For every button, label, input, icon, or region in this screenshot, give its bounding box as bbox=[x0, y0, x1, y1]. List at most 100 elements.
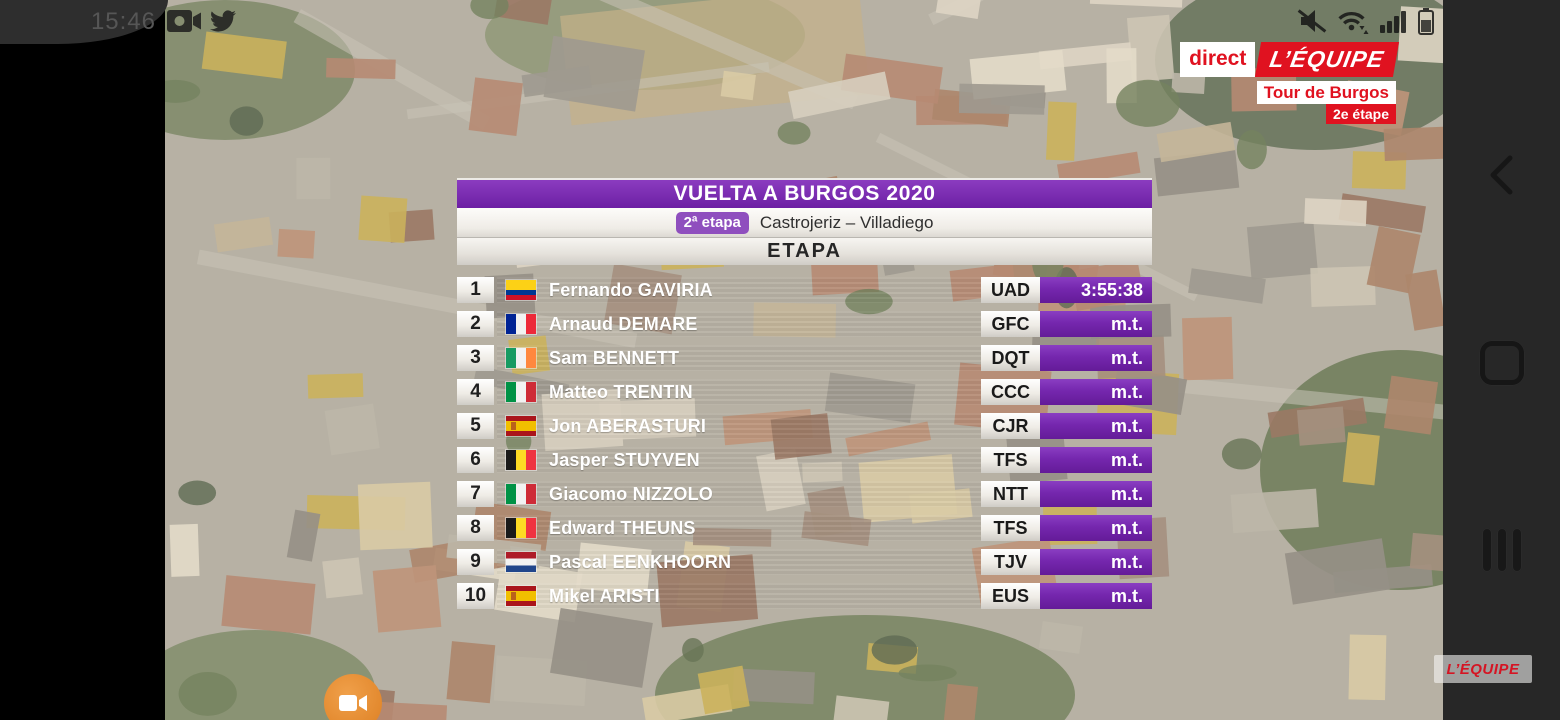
result-row: 3 Sam BENNETT DQT m.t. bbox=[457, 345, 1152, 371]
rank-cell: 4 bbox=[457, 379, 494, 405]
time-cell: m.t. bbox=[1040, 311, 1152, 337]
rank-cell: 10 bbox=[457, 583, 494, 609]
italy-flag-icon bbox=[506, 484, 536, 504]
result-row: 2 Arnaud DEMARE GFC m.t. bbox=[457, 311, 1152, 337]
rank-cell: 8 bbox=[457, 515, 494, 541]
rider-name: Mikel ARISTI bbox=[549, 585, 660, 606]
results-rows: 1 Fernando GAVIRIA UAD 3:55:38 2 Arnaud DEMAR… bbox=[457, 277, 1152, 609]
team-code: TFS bbox=[981, 515, 1040, 541]
rank-cell: 6 bbox=[457, 447, 494, 473]
video-frame[interactable] bbox=[165, 0, 1443, 720]
rank-cell: 1 bbox=[457, 277, 494, 303]
rider-cell: Edward THEUNS bbox=[497, 515, 981, 541]
results-panel: VUELTA A BURGOS 2020 2ª etapa Castrojeri… bbox=[457, 178, 1152, 609]
mute-icon bbox=[1297, 9, 1327, 33]
video-camera-icon bbox=[339, 695, 367, 711]
team-code: UAD bbox=[981, 277, 1040, 303]
clock: 15:46 bbox=[90, 8, 156, 35]
time-cell: m.t. bbox=[1040, 481, 1152, 507]
battery-icon bbox=[1418, 8, 1434, 35]
rank-cell: 9 bbox=[457, 549, 494, 575]
rider-cell: Mikel ARISTI bbox=[497, 583, 981, 609]
result-row: 8 Edward THEUNS TFS m.t. bbox=[457, 515, 1152, 541]
back-button[interactable] bbox=[1443, 130, 1560, 220]
result-row: 7 Giacomo NIZZOLO NTT m.t. bbox=[457, 481, 1152, 507]
stage-route: Castrojeriz – Villadiego bbox=[759, 212, 934, 232]
result-row: 10 Mikel ARISTI EUS m.t. bbox=[457, 583, 1152, 609]
rider-name: Sam BENNETT bbox=[549, 347, 680, 368]
rider-name: Jasper STUYVEN bbox=[549, 449, 700, 470]
rank-cell: 5 bbox=[457, 413, 494, 439]
aerial-town-background bbox=[165, 0, 1443, 720]
result-row: 5 Jon ABERASTURI CJR m.t. bbox=[457, 413, 1152, 439]
live-badge: direct bbox=[1180, 42, 1256, 77]
spain-flag-icon bbox=[506, 416, 536, 436]
team-code: DQT bbox=[981, 345, 1040, 371]
rider-cell: Giacomo NIZZOLO bbox=[497, 481, 981, 507]
section-header: ETAPA bbox=[457, 237, 1152, 265]
rider-cell: Matteo TRENTIN bbox=[497, 379, 981, 405]
rider-name: Jon ABERASTURI bbox=[549, 415, 707, 436]
rider-name: Arnaud DEMARE bbox=[549, 313, 698, 334]
team-code: CJR bbox=[981, 413, 1040, 439]
stage-badge: 2ª etapa bbox=[675, 211, 749, 234]
time-cell: m.t. bbox=[1040, 379, 1152, 405]
rider-cell: Pascal EENKHOORN bbox=[497, 549, 981, 575]
time-cell: m.t. bbox=[1040, 413, 1152, 439]
time-cell: m.t. bbox=[1040, 549, 1152, 575]
twitter-icon[interactable] bbox=[209, 8, 237, 34]
rider-cell: Sam BENNETT bbox=[497, 345, 981, 371]
channel-watermark: L’ÉQUIPE bbox=[1434, 655, 1532, 683]
event-label: Tour de Burgos bbox=[1256, 81, 1396, 104]
rider-cell: Fernando GAVIRIA bbox=[497, 277, 981, 303]
team-code: EUS bbox=[981, 583, 1040, 609]
rider-cell: Arnaud DEMARE bbox=[497, 311, 981, 337]
section-label: ETAPA bbox=[767, 240, 842, 262]
result-row: 6 Jasper STUYVEN TFS m.t. bbox=[457, 447, 1152, 473]
time-cell: m.t. bbox=[1040, 583, 1152, 609]
rank-cell: 3 bbox=[457, 345, 494, 371]
rider-name: Matteo TRENTIN bbox=[549, 381, 693, 402]
belgium-flag-icon bbox=[506, 518, 536, 538]
time-cell: m.t. bbox=[1040, 515, 1152, 541]
spain-flag-icon bbox=[506, 586, 536, 606]
time-cell: m.t. bbox=[1040, 345, 1152, 371]
stage-route-bar: 2ª etapa Castrojeriz – Villadiego bbox=[457, 208, 1152, 237]
rider-cell: Jasper STUYVEN bbox=[497, 447, 981, 473]
colombia-flag-icon bbox=[506, 280, 536, 300]
rider-name: Giacomo NIZZOLO bbox=[549, 483, 714, 504]
team-code: TFS bbox=[981, 447, 1040, 473]
recents-icon bbox=[1482, 529, 1521, 571]
home-button[interactable] bbox=[1443, 318, 1560, 408]
rank-cell: 7 bbox=[457, 481, 494, 507]
race-title-bar: VUELTA A BURGOS 2020 bbox=[457, 178, 1152, 208]
team-code: GFC bbox=[981, 311, 1040, 337]
rank-cell: 2 bbox=[457, 311, 494, 337]
signal-icon bbox=[1380, 11, 1406, 33]
result-row: 1 Fernando GAVIRIA UAD 3:55:38 bbox=[457, 277, 1152, 303]
time-cell: m.t. bbox=[1040, 447, 1152, 473]
rider-cell: Jon ABERASTURI bbox=[497, 413, 981, 439]
statusbar-left bbox=[167, 8, 237, 34]
france-flag-icon bbox=[506, 314, 536, 334]
result-row: 9 Pascal EENKHOORN TJV m.t. bbox=[457, 549, 1152, 575]
statusbar-corner: 15:46 bbox=[0, 0, 168, 44]
video-camera-icon bbox=[167, 10, 201, 32]
back-icon bbox=[1490, 155, 1512, 195]
recents-button[interactable] bbox=[1443, 505, 1560, 595]
rider-name: Pascal EENKHOORN bbox=[549, 551, 732, 572]
time-cell: 3:55:38 bbox=[1040, 277, 1152, 303]
result-row: 4 Matteo TRENTIN CCC m.t. bbox=[457, 379, 1152, 405]
home-icon bbox=[1479, 341, 1524, 385]
screen-record-button[interactable] bbox=[324, 674, 382, 720]
ireland-flag-icon bbox=[506, 348, 536, 368]
race-title: VUELTA A BURGOS 2020 bbox=[673, 182, 936, 205]
lequipe-logo: L’ÉQUIPE bbox=[1255, 42, 1400, 77]
broadcaster-overlay: direct L’ÉQUIPE Tour de Burgos 2e étape bbox=[1180, 42, 1400, 124]
stage-label: 2e étape bbox=[1325, 104, 1396, 124]
rider-name: Fernando GAVIRIA bbox=[549, 279, 713, 300]
team-code: TJV bbox=[981, 549, 1040, 575]
belgium-flag-icon bbox=[506, 450, 536, 470]
italy-flag-icon bbox=[506, 382, 536, 402]
